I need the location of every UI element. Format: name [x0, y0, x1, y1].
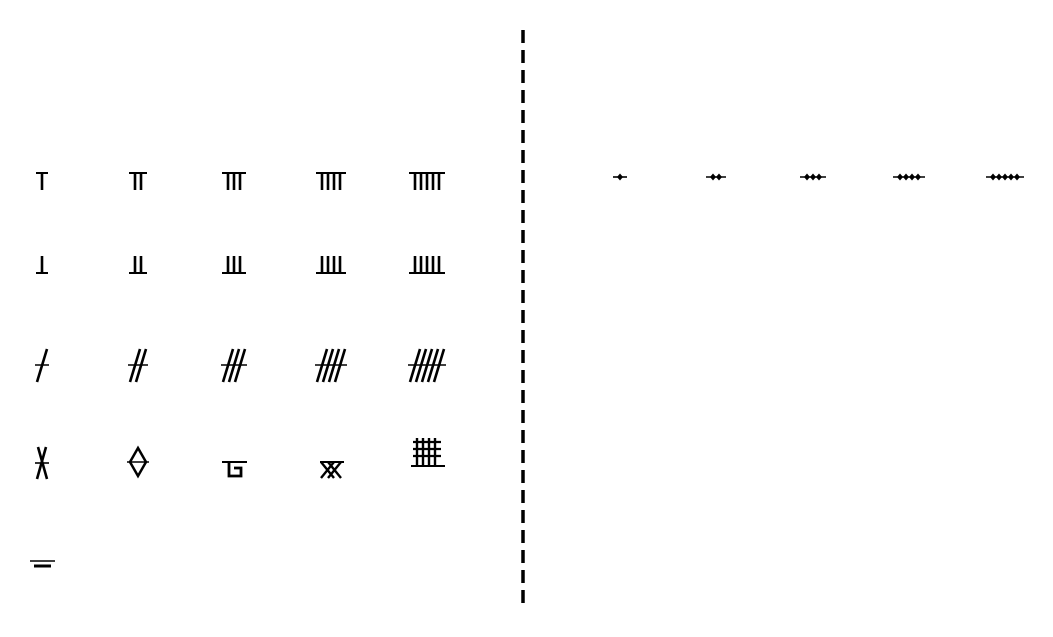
diamond-marker: [810, 173, 816, 181]
left-symbol-panel: [30, 172, 446, 568]
diamond-marker: [897, 173, 903, 181]
diamond-chain-symbol: [986, 173, 1024, 181]
top-bar-tick-symbol: [129, 172, 147, 190]
slash-tick-symbol: [315, 348, 347, 383]
diamond-marker: [903, 173, 909, 181]
diamond-marker: [1014, 173, 1020, 181]
top-bar-tick-symbol: [409, 172, 445, 190]
double-x-mark: [320, 461, 344, 479]
top-bar-tick-symbol: [36, 172, 48, 190]
diamond-marker: [909, 173, 915, 181]
diamond-marker: [915, 173, 921, 181]
top-bar-tick-symbol: [316, 172, 346, 190]
slash-tick-symbol: [221, 348, 247, 383]
diamond-chain-symbol: [706, 173, 726, 181]
diamond-chain-symbol: [613, 173, 627, 181]
hook-mark: [222, 461, 247, 478]
bottom-bar-tick-symbol: [129, 256, 147, 274]
right-diamond-panel: [613, 173, 1024, 181]
diamond-marker: [996, 173, 1002, 181]
diamond-marker: [617, 173, 623, 181]
diamond-chain-symbol: [800, 173, 826, 181]
diamond-marker: [990, 173, 996, 181]
diamond-marker: [816, 173, 822, 181]
slash-tick-symbol: [408, 348, 446, 383]
diamond-mark: [127, 445, 149, 479]
diamond-marker: [710, 173, 716, 181]
slash-tick-symbol: [35, 348, 49, 383]
double-dash-mark: [30, 560, 55, 568]
diamond-marker: [804, 173, 810, 181]
diamond-marker: [716, 173, 722, 181]
bottom-bar-tick-symbol: [36, 256, 48, 274]
grid-mark: [411, 438, 445, 467]
slash-tick-symbol: [128, 348, 148, 383]
cross-mark: [35, 446, 49, 480]
bottom-bar-tick-symbol: [316, 256, 346, 274]
bottom-bar-tick-symbol: [222, 256, 246, 274]
diamond-marker: [1008, 173, 1014, 181]
diamond-chain-symbol: [893, 173, 925, 181]
top-bar-tick-symbol: [222, 172, 246, 190]
diamond-marker: [1002, 173, 1008, 181]
bottom-bar-tick-symbol: [409, 256, 445, 274]
